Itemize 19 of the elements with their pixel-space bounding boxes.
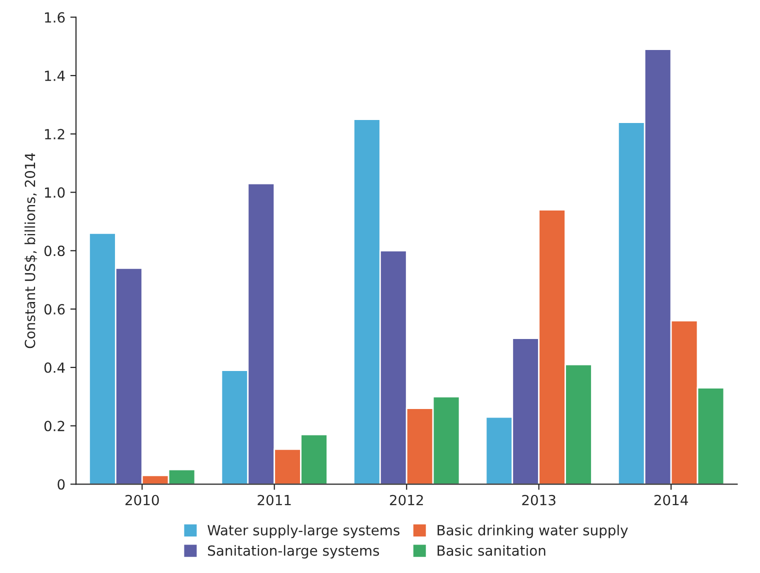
y-tick-label: 1.4 (45, 70, 65, 81)
y-tick-label: 0 (58, 479, 65, 490)
y-tick-label: 1.2 (45, 128, 64, 140)
y-tick-label: 0.4 (44, 362, 65, 373)
y-tick-label: 1.6 (45, 12, 65, 23)
legend-label: Basic sanitation (438, 545, 546, 556)
legend-label: Sanitation-large systems (208, 545, 380, 559)
y-tick-label: 1.0 (45, 187, 65, 198)
x-tick-label: 2011 (258, 494, 291, 506)
x-tick-label: 2013 (522, 494, 556, 506)
y-tick-label: 0.6 (44, 304, 65, 315)
y-axis-title: Constant US$, billions, 2014 (24, 153, 38, 348)
y-tick-label: 0.2 (44, 420, 64, 432)
x-tick-label: 2010 (125, 494, 159, 506)
x-tick-label: 2014 (654, 494, 688, 506)
x-tick-label: 2012 (390, 494, 423, 506)
legend-label: Basic drinking water supply (438, 524, 628, 538)
y-tick-label: 0.8 (44, 246, 65, 256)
legend-label: Water supply-large systems (208, 524, 400, 538)
